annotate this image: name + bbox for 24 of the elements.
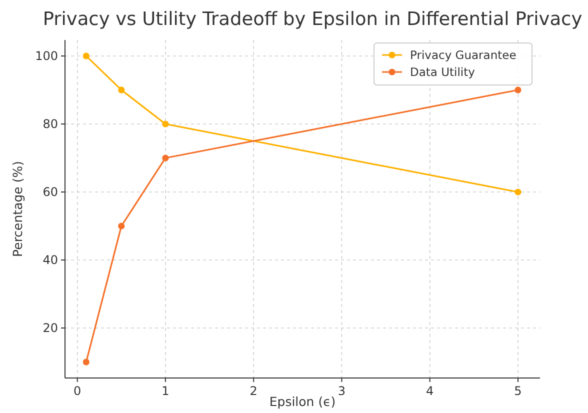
point: [162, 154, 169, 162]
y-tick-label: 80: [42, 116, 58, 131]
y-tick-label: 40: [42, 253, 58, 268]
y-axis-title: Percentage (%): [10, 161, 25, 257]
point: [514, 86, 522, 94]
legend-label: Privacy Guarantee: [410, 48, 516, 62]
point: [514, 188, 522, 196]
x-tick-label: 2: [250, 384, 258, 398]
legend-label: Data Utility: [410, 65, 476, 79]
y-tick-label: 100: [35, 48, 58, 63]
x-tick-label: 0: [74, 384, 82, 398]
point: [118, 86, 125, 94]
x-axis-title: Epsilon (ϵ): [269, 394, 336, 409]
point: [118, 222, 125, 230]
x-tick-label: 3: [338, 384, 346, 398]
x-tick-label: 5: [514, 384, 522, 398]
point: [82, 52, 90, 60]
x-tick-label: 1: [162, 384, 170, 398]
y-tick-label: 60: [42, 185, 58, 199]
y-tick-label: 20: [42, 321, 58, 336]
chart-title: Privacy vs Utility Tradeoff by Epsilon in Differential Privacy: [42, 9, 582, 30]
point: [82, 358, 90, 366]
point: [162, 120, 169, 128]
x-tick-label: 4: [426, 384, 434, 398]
